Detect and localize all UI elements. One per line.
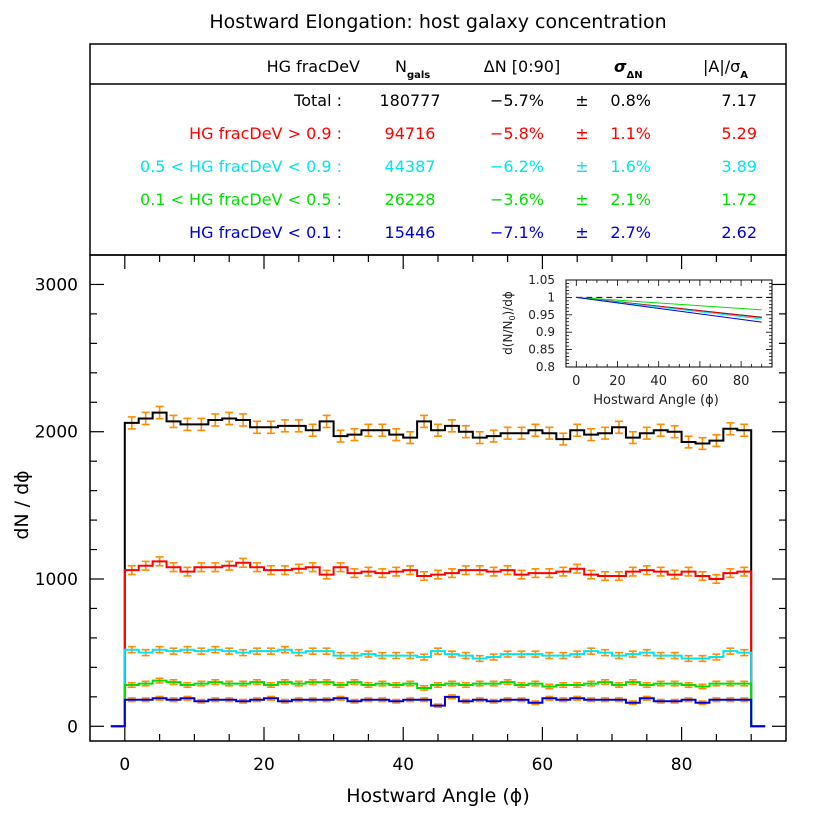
inset-axes: 0 20 40 60 80 0.8 0.85 0.9 0.95 1 1.05 [528,273,772,389]
header-sigma-main: σ [614,57,627,76]
error-bars [127,405,749,709]
row-asig: 1.72 [721,190,757,209]
header-label: HG fracDeV [267,57,360,76]
table-header: HG fracDeV Ngals ΔN [0:90] σΔN |A|/σA [267,57,749,81]
inset-ylabel-sub: 0 [508,315,517,320]
row-pm: ± [575,223,588,242]
row-ngals: 15446 [385,223,436,242]
inset-x-tick-label: 40 [650,374,667,389]
inset-ylabel-post: )/dϕ [501,291,515,315]
row-label: 0.1 < HG fracDeV < 0.5 : [140,190,342,209]
x-axis-label: Hostward Angle (ϕ) [346,785,530,807]
y-axis-label: dN / dϕ [11,470,33,539]
x-tick-label: 80 [671,755,693,775]
row-sigma: 2.7% [610,223,651,242]
row-pm: ± [575,157,588,176]
header-sigma: σΔN [614,57,643,81]
row-label: Total : [293,91,342,110]
row-sigma: 1.1% [610,124,651,143]
y-tick-label: 2000 [35,423,78,443]
inset-y-tick-label: 1.05 [528,273,555,287]
row-pm: ± [575,190,588,209]
row-ngals: 44387 [385,157,436,176]
inset-plot: 0 20 40 60 80 0.8 0.85 0.9 0.95 1 1.05 Hostward An… [501,273,773,408]
inset-y-tick-label: 0.8 [536,360,555,374]
inset-series-3 [576,296,762,311]
histogram-series-1 [110,560,766,728]
header-asig-sub: A [740,70,748,81]
inset-x-axis-label: Hostward Angle (ϕ) [593,393,719,408]
inset-ylabel-pre: d(N/N [501,321,515,355]
y-tick-label: 1000 [35,570,78,590]
header-asig-main: |A|/σ [703,57,740,76]
row-label: HG fracDeV > 0.9 : [189,124,342,143]
inset-x-tick-label: 20 [609,374,626,389]
header-ngals-sub: gals [407,70,430,81]
row-dn: −6.2% [490,157,544,176]
row-label: 0.5 < HG fracDeV < 0.9 : [140,157,342,176]
header-sigma-sub: ΔN [626,70,642,81]
inset-x-tick-label: 80 [733,374,750,389]
main-series [110,405,766,728]
inset-y-tick-label: 0.85 [528,343,555,357]
row-ngals: 26228 [385,190,436,209]
row-asig: 3.89 [721,157,757,176]
row-sigma: 2.1% [610,190,651,209]
inset-y-tick-label: 0.95 [528,308,555,322]
inset-series [576,296,772,323]
header-ngals: Ngals [395,57,430,81]
summary-table: HG fracDeV Ngals ΔN [0:90] σΔN |A|/σA To… [89,43,787,256]
row-dn: −5.8% [490,124,544,143]
row-asig: 5.29 [721,124,757,143]
inset-frame [565,279,773,368]
chart-title: Hostward Elongation: host galaxy concent… [209,11,666,33]
inset-series-2 [576,296,762,320]
x-tick-label: 20 [253,755,275,775]
row-pm: ± [575,91,588,110]
row-label: HG fracDeV < 0.1 : [189,223,342,242]
inset-x-tick-label: 0 [572,374,580,389]
histogram-series-0 [110,411,766,728]
y-tick-label: 0 [67,717,78,737]
row-dn: −7.1% [490,223,544,242]
row-asig: 7.17 [721,91,757,110]
x-tick-label: 40 [392,755,414,775]
table-rows: Total : 180777 −5.7% ±0.8% 7.17 HG fracDeV > … [140,91,757,242]
histogram-series-4 [110,695,766,728]
inset-y-tick-label: 1 [547,290,555,304]
row-pm: ± [575,124,588,143]
row-sigma: 1.6% [610,157,651,176]
histogram-series-3 [110,679,766,728]
header-ngals-main: N [395,57,407,76]
header-asig: |A|/σA [703,57,748,81]
row-ngals: 180777 [379,91,440,110]
row-asig: 2.62 [721,223,757,242]
y-tick-label: 3000 [35,275,78,295]
x-tick-label: 0 [119,755,130,775]
inset-y-axis-label: d(N/N0)/dϕ [501,291,517,355]
row-dn: −5.7% [490,91,544,110]
inset-x-tick-label: 60 [692,374,709,389]
inset-series-4 [576,296,762,323]
header-dn: ΔN [0:90] [484,57,560,76]
inset-y-tick-label: 0.9 [536,325,555,339]
histogram-series-2 [110,648,766,728]
row-dn: −3.6% [490,190,544,209]
row-ngals: 94716 [385,124,436,143]
x-tick-label: 60 [532,755,554,775]
row-sigma: 0.8% [610,91,651,110]
